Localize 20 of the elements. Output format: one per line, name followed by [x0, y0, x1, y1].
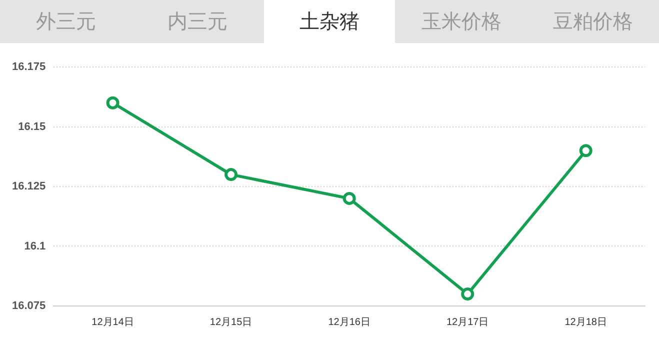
text: 土杂猪 — [264, 0, 396, 43]
text: 玉米价格 — [420, 8, 502, 35]
text: 内三元 — [166, 8, 229, 35]
y-tick-label: 16.075 — [12, 300, 46, 312]
x-tick-label: 12月17日 — [446, 316, 489, 328]
x-tick-label: 12月14日 — [92, 316, 134, 328]
x-tick-label: 12月18日 — [564, 316, 607, 328]
point — [106, 96, 120, 110]
point — [342, 192, 356, 205]
point — [579, 144, 592, 158]
x-tick-label: 12月15日 — [210, 316, 252, 328]
y-tick-label: 16.1 — [24, 240, 46, 252]
x-tick-label: 12月16日 — [328, 316, 370, 328]
text: 豆粕价格 — [552, 8, 634, 35]
y-tick-label: 16.15 — [18, 120, 46, 133]
y-tick-label: 16.175 — [12, 61, 46, 74]
point — [224, 168, 238, 182]
text: 外三元 — [34, 8, 97, 35]
y-tick-label: 16.125 — [12, 180, 46, 193]
point — [461, 288, 474, 301]
